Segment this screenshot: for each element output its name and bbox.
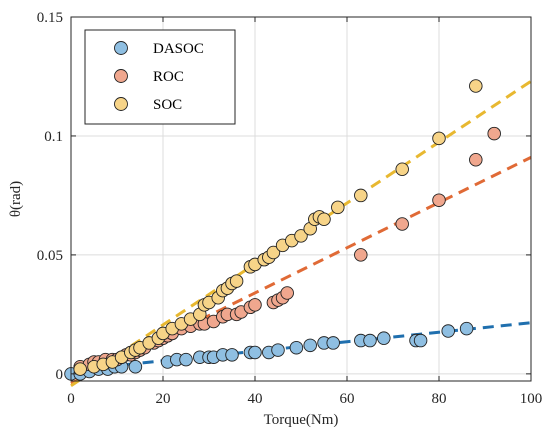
point-roc [248,298,262,312]
x-axis-ticks: 0 20 40 60 80 100 [67,17,542,407]
point-soc [266,245,281,260]
x-tick-label: 40 [248,391,263,407]
y-axis-label: θ(rad) [8,181,24,217]
point-soc [229,274,244,288]
point-soc [331,200,345,215]
data-points [64,79,501,381]
point-dasoc [248,345,262,360]
point-roc [432,193,446,207]
point-soc [469,79,483,93]
point-dasoc [413,333,428,348]
point-soc [294,229,308,243]
legend-box [84,29,236,125]
point-roc [487,126,501,141]
legend-marker-dasoc [114,41,128,55]
point-soc [395,162,409,177]
point-dasoc [303,338,317,353]
legend-label-roc: ROC [153,69,184,85]
point-soc [317,212,331,226]
y-tick-label: 0.05 [37,248,63,264]
point-dasoc [377,331,391,345]
point-dasoc [441,324,455,338]
x-tick-label: 60 [340,391,355,407]
point-dasoc [289,340,304,355]
point-roc [469,152,483,167]
y-axis-ticks: 0 0.05 0.1 0.15 [37,10,531,383]
point-roc [280,286,294,300]
point-roc [395,217,409,231]
x-tick-label: 0 [67,391,75,407]
legend-label-soc: SOC [153,97,182,113]
point-dasoc [179,352,193,367]
legend-marker-soc [114,97,128,111]
point-dasoc [271,343,285,357]
plot-frame [70,16,532,382]
x-tick-label: 20 [156,391,171,407]
point-soc [354,188,368,203]
point-dasoc [128,359,143,374]
legend: DASOC ROC SOC [84,29,236,125]
x-tick-label: 100 [520,391,543,407]
point-dasoc [459,321,474,336]
point-dasoc [225,348,239,362]
legend-label-dasoc: DASOC [153,41,204,57]
point-soc [432,131,446,146]
point-dasoc [326,336,340,350]
point-roc [354,248,368,262]
x-axis-label: Torque(Nm) [264,412,339,428]
fit-line-roc [70,156,532,385]
point-dasoc [363,333,377,348]
y-tick-label: 0 [56,367,64,383]
y-tick-label: 0.15 [37,10,63,26]
y-tick-label: 0.1 [44,129,63,145]
legend-marker-roc [114,69,128,83]
x-tick-label: 80 [432,391,447,407]
point-soc [73,362,87,376]
